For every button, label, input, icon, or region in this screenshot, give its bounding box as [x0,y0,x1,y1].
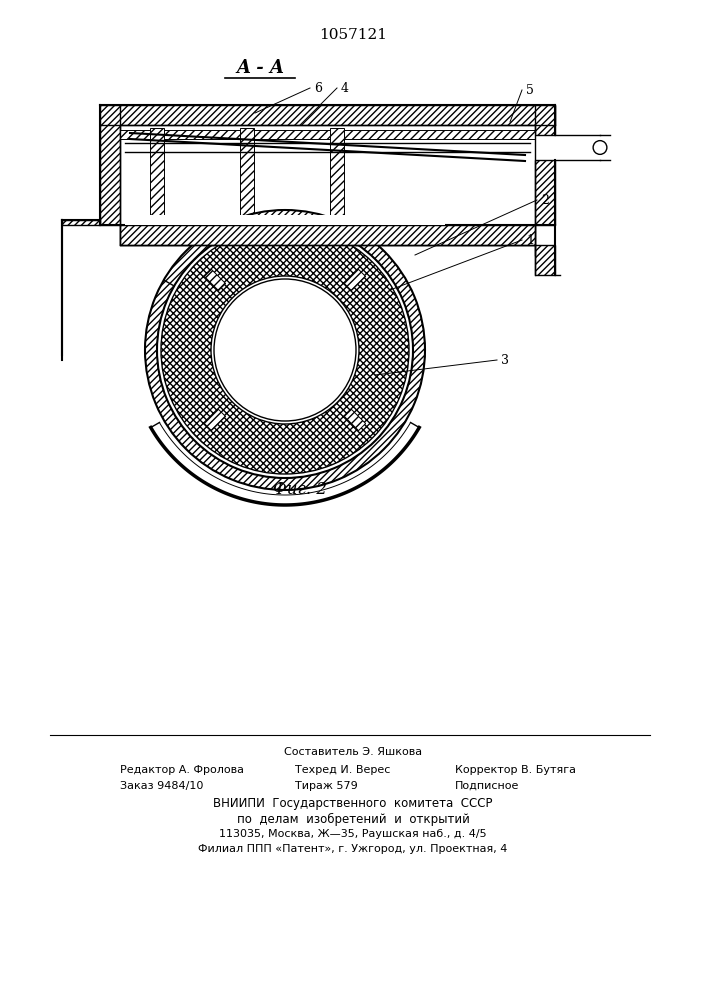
Text: Подписное: Подписное [455,781,520,791]
Text: 3: 3 [501,354,509,366]
Polygon shape [535,245,555,275]
Polygon shape [240,128,254,215]
Polygon shape [330,128,344,215]
Text: Тираж 579: Тираж 579 [295,781,358,791]
Polygon shape [344,269,366,291]
Text: Фиг. 2: Фиг. 2 [273,482,327,498]
Text: 5: 5 [526,84,534,97]
Polygon shape [204,409,226,431]
Circle shape [593,141,607,154]
Text: Филиал ППП «Патент», г. Ужгород, ул. Проектная, 4: Филиал ППП «Патент», г. Ужгород, ул. Про… [198,844,508,854]
Text: 1057121: 1057121 [319,28,387,42]
Polygon shape [120,225,535,245]
Text: A - A: A - A [236,59,284,77]
Text: Заказ 9484/10: Заказ 9484/10 [120,781,204,791]
Polygon shape [100,105,555,125]
Circle shape [214,279,356,421]
Polygon shape [204,269,226,291]
Polygon shape [100,105,120,225]
Text: Техред И. Верес: Техред И. Верес [295,765,390,775]
Text: 1: 1 [526,233,534,246]
Text: 6: 6 [314,82,322,95]
Text: Корректор В. Бутяга: Корректор В. Бутяга [455,765,576,775]
Text: ВНИИПИ  Государственного  комитета  СССР: ВНИИПИ Государственного комитета СССР [214,798,493,810]
Polygon shape [535,105,555,135]
Text: 4: 4 [341,82,349,95]
Polygon shape [344,409,366,431]
Polygon shape [62,220,100,225]
Polygon shape [120,130,535,139]
Polygon shape [150,128,164,215]
Bar [125,215,445,225]
Text: 113035, Москва, Ж—35, Раушская наб., д. 4/5: 113035, Москва, Ж—35, Раушская наб., д. … [219,829,487,839]
Text: Составитель Э. Яшкова: Составитель Э. Яшкова [284,747,422,757]
Polygon shape [120,225,535,245]
Text: по  делам  изобретений  и  открытий: по делам изобретений и открытий [237,812,469,826]
Polygon shape [535,160,555,225]
Text: Редактор А. Фролова: Редактор А. Фролова [120,765,244,775]
Text: 2: 2 [541,194,549,207]
